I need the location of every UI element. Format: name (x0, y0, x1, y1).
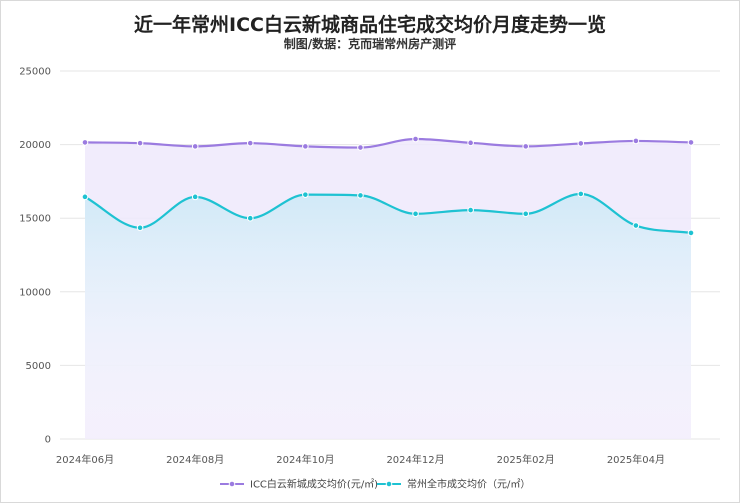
series-2-point[interactable] (522, 210, 530, 218)
series-2-point[interactable] (467, 206, 474, 214)
y-tick-label: 25000 (19, 67, 51, 78)
series-2-line (83, 192, 693, 235)
series-2-point[interactable] (81, 193, 89, 201)
y-tick-label: 0 (45, 435, 51, 446)
y-tick-label: 20000 (19, 140, 51, 151)
series-1-point[interactable] (467, 139, 474, 147)
x-tick-label: 2025年04月 (607, 453, 665, 466)
series-1-point[interactable] (522, 143, 530, 150)
series-1-point[interactable] (577, 140, 585, 147)
series-1-point[interactable] (246, 139, 254, 147)
series-2-point[interactable] (246, 214, 254, 222)
series-2-point[interactable] (687, 229, 695, 237)
x-tick-label: 2024年10月 (276, 453, 334, 466)
chart-subtitle: 制图/数据：克而瑞常州房产测评 (283, 37, 457, 51)
series-1-point[interactable] (191, 143, 199, 150)
data-points (81, 135, 695, 237)
x-axis-ticks: 2024年06月 2024年08月 2024年10月 2024年12月 2025年02月… (56, 453, 665, 466)
x-tick-label: 2024年12月 (386, 453, 444, 466)
x-tick-label: 2025年02月 (497, 453, 555, 466)
series-1-point[interactable] (302, 143, 309, 150)
series-1-point[interactable] (81, 139, 89, 146)
x-tick-label: 2024年06月 (56, 453, 114, 466)
y-tick-label: 5000 (26, 361, 51, 372)
series-2-area (85, 193, 691, 439)
legend[interactable]: ICC白云新城成交均价(元/㎡) 常州全市成交均价（元/㎡） (220, 478, 530, 491)
legend-item-series-2[interactable]: 常州全市成交均价（元/㎡） (377, 478, 530, 491)
legend-label: 常州全市成交均价（元/㎡） (407, 478, 530, 491)
series-1-point[interactable] (357, 144, 364, 151)
series-1-line (83, 137, 693, 149)
y-tick-label: 15000 (19, 214, 51, 225)
series-2-point[interactable] (577, 190, 585, 198)
legend-marker-icon (228, 480, 236, 488)
legend-item-series-1[interactable]: ICC白云新城成交均价(元/㎡) (220, 478, 378, 491)
series-2-point[interactable] (302, 191, 309, 198)
chart-title: 近一年常州ICC白云新城商品住宅成交均价月度走势一览 (134, 14, 606, 36)
series-lines (83, 137, 693, 235)
y-axis-ticks: 0 5000 10000 15000 20000 25000 (19, 67, 51, 446)
x-tick-label: 2024年08月 (166, 453, 224, 466)
area-fills (85, 139, 691, 439)
series-1-point[interactable] (687, 139, 695, 146)
legend-label: ICC白云新城成交均价(元/㎡) (250, 478, 378, 491)
series-2-point[interactable] (191, 193, 199, 201)
series-2-point[interactable] (136, 224, 144, 232)
series-2-point[interactable] (632, 222, 640, 229)
series-1-point[interactable] (136, 139, 144, 147)
series-2-point[interactable] (412, 210, 419, 218)
series-1-point[interactable] (632, 137, 640, 145)
series-2-point[interactable] (357, 192, 364, 199)
y-tick-label: 10000 (19, 287, 51, 298)
legend-marker-icon (385, 480, 393, 488)
series-1-point[interactable] (412, 135, 419, 143)
